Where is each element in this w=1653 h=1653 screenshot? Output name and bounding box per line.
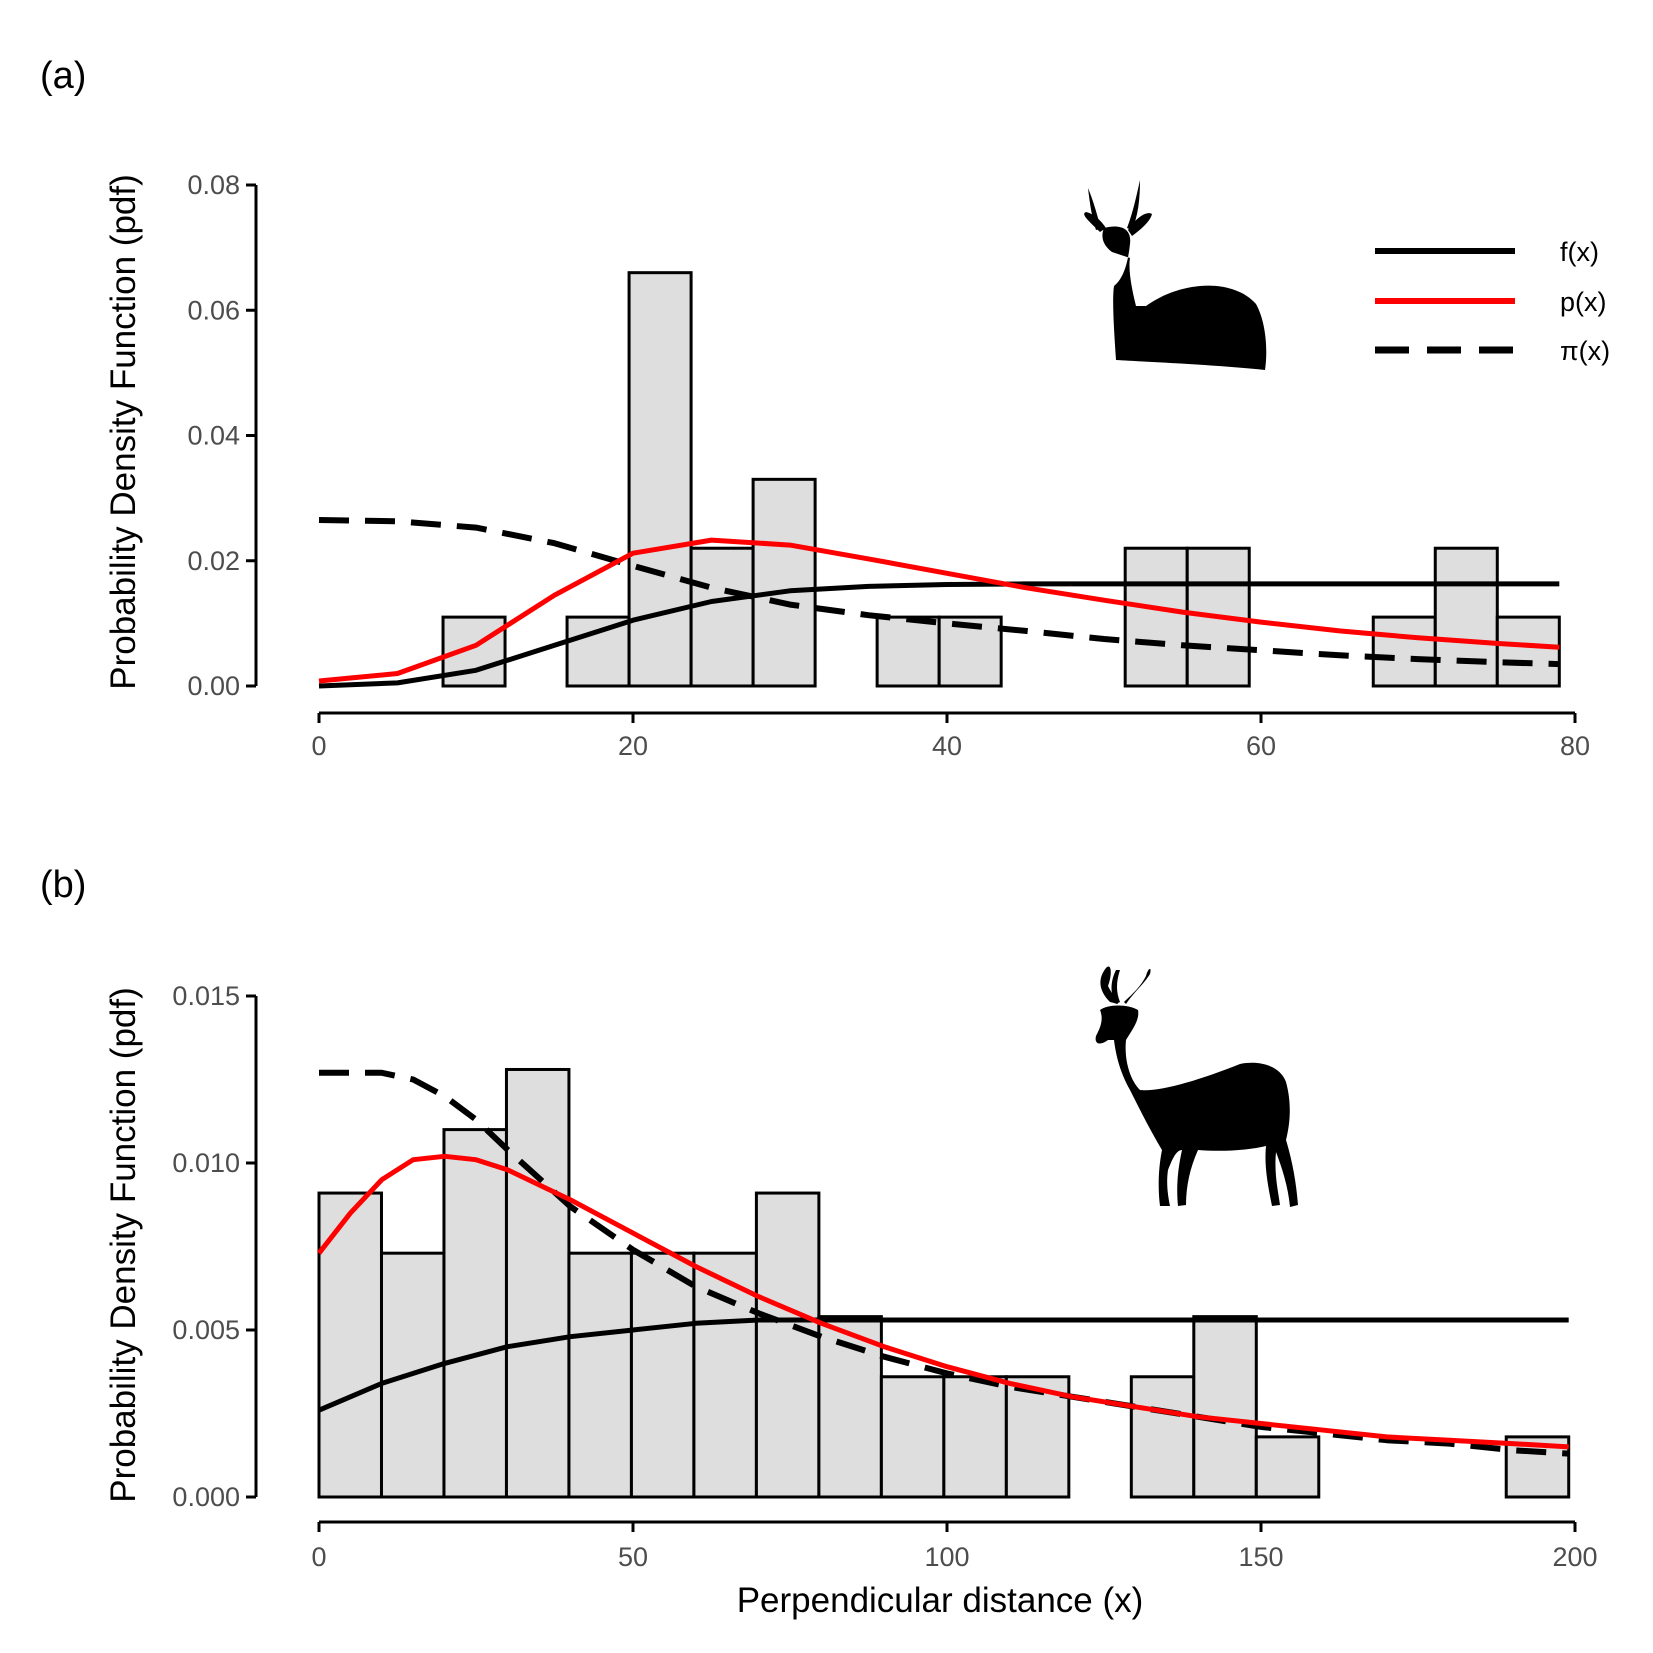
histogram-bar	[504, 1067, 571, 1499]
histogram-bar	[692, 1251, 758, 1499]
y-tick-label: 0.005	[172, 1315, 240, 1345]
legend-pi-label: π(x)	[1560, 336, 1610, 366]
x-tick-label: 60	[1246, 731, 1276, 761]
histogram-bar	[754, 1191, 821, 1499]
histogram-bar	[627, 271, 693, 688]
panel-b-y-axis-title: Probability Density Function (pdf)	[104, 987, 143, 1503]
legend-f-label: f(x)	[1560, 237, 1599, 267]
histogram-bar	[1371, 615, 1437, 688]
gazelle-lying-silhouette-icon	[1084, 180, 1267, 370]
panel-a-axes: 0.00 0.02 0.04 0.06 0.08 0 20 40 60 80	[187, 170, 1590, 761]
x-tick-label: 80	[1560, 731, 1590, 761]
histogram-bar	[942, 1375, 1008, 1499]
x-tick-label: 0	[311, 1542, 326, 1572]
x-tick-label: 0	[311, 731, 326, 761]
panel-a-label: (a)	[40, 55, 86, 97]
panel-b-x-axis-title: Perpendicular distance (x)	[737, 1581, 1144, 1620]
y-tick-label: 0.00	[187, 671, 240, 701]
legend-p-label: p(x)	[1560, 287, 1607, 317]
histogram-bar	[1433, 546, 1499, 688]
x-tick-label: 50	[618, 1542, 648, 1572]
f-curve	[318, 581, 1560, 689]
y-tick-label: 0.06	[187, 295, 240, 325]
y-tick-label: 0.04	[187, 421, 240, 451]
histogram-bar	[689, 546, 755, 688]
pi-curve	[319, 1069, 1569, 1457]
x-tick-label: 150	[1238, 1542, 1283, 1572]
panel-b-chart: (b) Probability Density Function (pdf) P…	[40, 864, 1598, 1620]
histogram-bar	[567, 1251, 633, 1499]
legend: f(x) p(x) π(x)	[1375, 237, 1610, 366]
x-tick-label: 100	[924, 1542, 969, 1572]
impala-standing-silhouette-icon	[1095, 966, 1298, 1207]
panel-a-histogram	[441, 271, 1561, 688]
x-tick-label: 20	[618, 731, 648, 761]
panel-b-histogram	[317, 1067, 1571, 1499]
histogram-bar	[1254, 1435, 1321, 1499]
histogram-bar	[751, 477, 817, 688]
histogram-bar	[1004, 1375, 1071, 1499]
y-tick-label: 0.02	[187, 546, 240, 576]
y-tick-label: 0.015	[172, 981, 240, 1011]
histogram-bar	[875, 615, 941, 688]
x-tick-label: 200	[1552, 1542, 1597, 1572]
histogram-bar	[629, 1251, 696, 1499]
histogram-bar	[1123, 546, 1189, 688]
x-tick-label: 40	[932, 731, 962, 761]
histogram-bar	[1129, 1375, 1196, 1499]
histogram-bar	[879, 1375, 946, 1499]
f-curve	[318, 1317, 1569, 1413]
p-curve	[317, 1153, 1569, 1450]
panel-a-y-axis-title: Probability Density Function (pdf)	[104, 174, 143, 690]
y-tick-label: 0.000	[172, 1482, 240, 1512]
panel-b-axes: 0.000 0.005 0.010 0.015 0 50 100 150 200	[172, 981, 1597, 1572]
histogram-bar	[565, 615, 631, 688]
histogram-bar	[442, 1128, 508, 1499]
histogram-bar	[1192, 1315, 1258, 1499]
p-curve	[318, 537, 1560, 684]
panel-a-curves	[318, 517, 1560, 689]
histogram-bar	[1495, 615, 1561, 688]
panel-b-curves	[317, 1069, 1569, 1457]
pi-curve	[318, 517, 1560, 668]
panel-a-chart: (a) Probability Density Function (pdf) 0…	[40, 55, 1610, 761]
panel-b-label: (b)	[40, 864, 86, 906]
y-tick-label: 0.010	[172, 1148, 240, 1178]
y-tick-label: 0.08	[187, 170, 240, 200]
